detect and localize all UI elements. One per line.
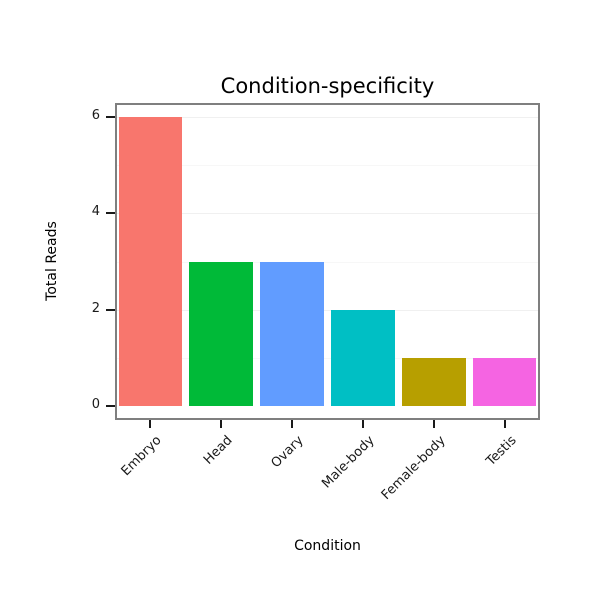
gridline: [117, 261, 538, 263]
plot-panel: [115, 103, 540, 420]
x-tick-mark: [220, 420, 223, 428]
chart-title: Condition-specificity: [220, 74, 435, 98]
gridline: [117, 165, 538, 167]
x-tick-mark: [503, 420, 506, 428]
bar-embryo: [118, 117, 183, 406]
y-tick-label: 6: [91, 108, 100, 123]
x-tick-mark: [149, 420, 152, 428]
bar-testis: [472, 357, 537, 406]
y-tick-label: 2: [91, 300, 100, 316]
bar-head: [189, 261, 254, 406]
y-tick-label: 4: [91, 204, 100, 220]
y-tick-mark: [106, 405, 115, 407]
x-tick-label: Head: [201, 433, 236, 468]
y-tick-mark: [106, 116, 115, 118]
x-tick-label: Female-body: [378, 433, 449, 503]
x-tick-label: Male-body: [319, 433, 378, 492]
bar-male-body: [331, 309, 395, 406]
bar-female-body: [401, 357, 466, 406]
y-tick-label: 0: [91, 397, 100, 412]
gridline: [117, 117, 538, 118]
gridline: [117, 357, 538, 359]
x-tick-mark: [291, 420, 294, 428]
x-tick-mark: [432, 420, 435, 428]
gridline: [117, 309, 538, 311]
y-axis-title: Total Reads: [44, 221, 60, 301]
bar-ovary: [260, 261, 324, 406]
x-tick-label: Testis: [483, 433, 520, 470]
gridline: [117, 213, 538, 215]
x-tick-label: Ovary: [268, 433, 307, 472]
y-tick-mark: [106, 212, 115, 215]
y-tick-mark: [106, 308, 115, 311]
x-tick-label: Embryo: [118, 433, 166, 480]
x-axis-title: Condition: [294, 538, 361, 554]
x-tick-mark: [361, 420, 364, 428]
